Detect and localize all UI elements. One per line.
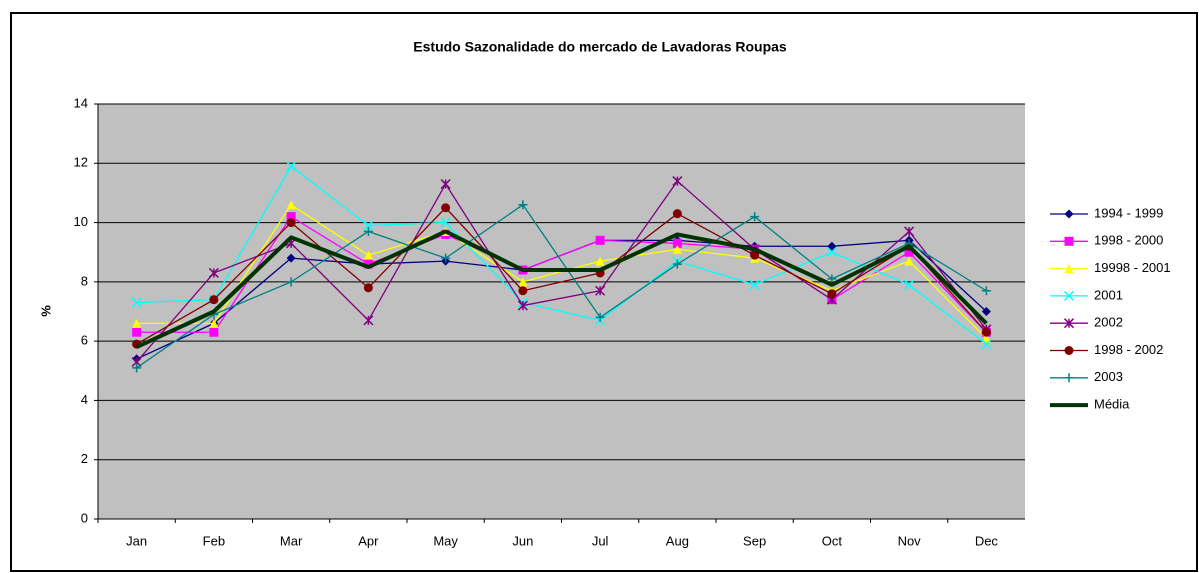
data-point — [827, 274, 837, 284]
data-point — [209, 318, 219, 328]
legend-marker — [1064, 373, 1074, 383]
data-point — [518, 286, 528, 296]
data-point — [750, 250, 760, 260]
data-point — [595, 256, 605, 266]
data-point — [286, 277, 296, 287]
x-tick-label: Jan — [126, 533, 147, 548]
data-point — [363, 259, 373, 269]
data-point — [981, 327, 991, 337]
legend-label: 2003 — [1094, 369, 1123, 384]
x-tick-label: Feb — [203, 533, 225, 548]
data-point — [826, 247, 837, 258]
data-point — [672, 244, 682, 254]
data-point — [672, 209, 682, 219]
data-point — [286, 253, 296, 263]
data-point — [286, 200, 296, 210]
series-line — [136, 204, 987, 369]
x-tick-label: Jun — [512, 533, 533, 548]
data-point — [981, 333, 991, 343]
x-tick-label: Mar — [280, 533, 303, 548]
data-point — [672, 238, 682, 248]
data-point — [981, 307, 991, 316]
data-point — [363, 226, 373, 236]
data-point — [286, 218, 296, 228]
legend-label: 2002 — [1094, 315, 1123, 330]
data-point — [132, 327, 142, 337]
data-point — [672, 259, 682, 269]
data-point — [209, 295, 219, 305]
y-tick-label: 14 — [74, 95, 88, 110]
y-tick-label: 6 — [81, 333, 88, 348]
x-tick-label: Jul — [592, 533, 609, 548]
x-tick-label: May — [433, 533, 458, 548]
y-tick-label: 12 — [74, 155, 88, 170]
data-point — [904, 279, 915, 290]
legend-label: 1998 - 2000 — [1094, 233, 1163, 248]
data-point — [827, 289, 837, 299]
chart-title: Estudo Sazonalidade do mercado de Lavado… — [413, 39, 787, 55]
y-tick-label: 4 — [81, 392, 88, 407]
legend-marker — [1063, 290, 1075, 301]
legend-marker — [1063, 318, 1075, 329]
legend-label: 1998 - 2002 — [1094, 342, 1163, 357]
x-tick-label: Apr — [358, 533, 379, 548]
data-point — [827, 241, 837, 251]
data-point — [672, 176, 683, 187]
series-line — [136, 165, 987, 345]
data-point — [981, 286, 991, 296]
data-point — [750, 212, 760, 222]
data-point — [132, 318, 142, 328]
data-point — [440, 179, 451, 190]
data-point — [363, 283, 373, 293]
y-tick-label: 10 — [74, 214, 88, 229]
legend-label: 1994 - 1999 — [1094, 205, 1163, 220]
legend-marker — [1064, 236, 1074, 246]
data-point — [363, 220, 374, 231]
data-point — [981, 339, 992, 350]
data-point — [209, 327, 219, 337]
data-point — [595, 235, 605, 245]
x-tick-label: Oct — [822, 533, 843, 548]
data-point — [595, 312, 605, 322]
x-tick-label: Dec — [975, 533, 999, 548]
data-point — [363, 250, 373, 260]
x-tick-label: Nov — [898, 533, 922, 548]
data-point — [208, 267, 219, 278]
data-point — [441, 253, 451, 263]
data-point — [286, 161, 297, 172]
data-point — [904, 247, 914, 257]
series-line — [135, 229, 988, 349]
y-tick-label: 0 — [81, 510, 88, 525]
legend-marker — [1064, 209, 1074, 219]
data-point — [363, 315, 374, 326]
data-point — [440, 217, 451, 228]
data-point — [518, 200, 528, 210]
data-point — [517, 300, 528, 311]
data-point — [904, 256, 914, 266]
data-point — [518, 277, 528, 287]
y-axis-label: % — [38, 305, 53, 317]
x-tick-label: Sep — [743, 533, 766, 548]
data-point — [131, 297, 142, 308]
data-point — [904, 226, 915, 237]
legend-label: Média — [1094, 397, 1130, 412]
x-tick-label: Aug — [666, 533, 689, 548]
data-point — [749, 279, 760, 290]
series-line — [136, 207, 987, 345]
y-tick-label: 8 — [81, 273, 88, 288]
legend-label: 19998 - 2001 — [1094, 260, 1171, 275]
data-point — [441, 203, 451, 213]
legend-label: 2001 — [1094, 287, 1123, 302]
data-point — [595, 285, 606, 296]
legend-marker — [1064, 346, 1074, 355]
data-point — [132, 363, 142, 373]
data-point — [286, 212, 296, 222]
legend-marker — [1064, 264, 1074, 274]
y-tick-label: 2 — [81, 451, 88, 466]
